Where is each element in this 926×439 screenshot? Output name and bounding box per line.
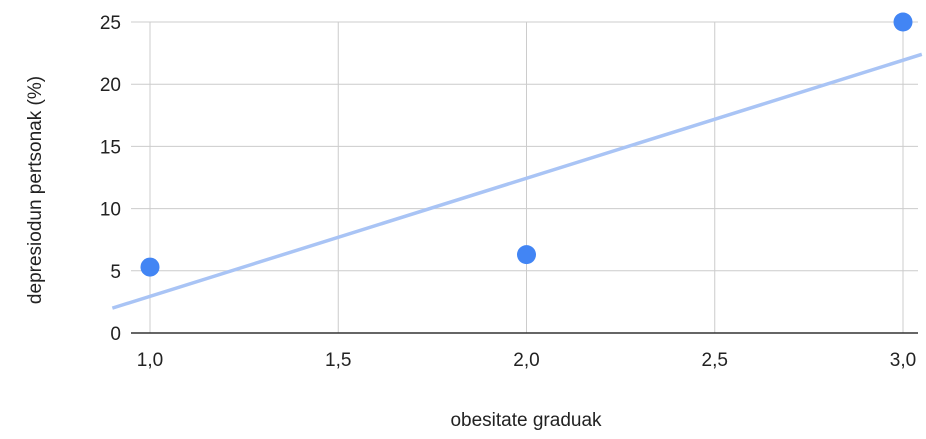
y-tick-label: 25: [100, 13, 121, 34]
y-tick-label: 10: [100, 200, 121, 221]
y-tick-label: 0: [110, 324, 121, 345]
y-axis-title: depresiodun pertsonak (%): [25, 76, 46, 304]
trendline: [111, 52, 923, 310]
x-tick-label: 2,0: [513, 350, 539, 371]
y-tick-label: 15: [100, 137, 121, 158]
x-tick-label: 2,5: [702, 350, 728, 371]
x-tick-label: 1,5: [325, 350, 351, 371]
y-tick-label: 20: [100, 75, 121, 96]
tick-labels: 0 5 10 15 20 25 1,0 1,5 2,0 2,5 3,0: [100, 13, 916, 371]
data-point: [893, 12, 913, 32]
x-tick-label: 1,0: [137, 350, 163, 371]
data-points: [140, 12, 913, 277]
grid-lines: [131, 21, 918, 333]
trendline-group: [111, 52, 923, 310]
data-point: [140, 257, 160, 277]
x-axis-title: obesitate graduak: [450, 410, 602, 431]
data-point: [517, 245, 536, 265]
y-tick-label: 5: [110, 262, 121, 283]
x-tick-label: 3,0: [890, 350, 916, 371]
